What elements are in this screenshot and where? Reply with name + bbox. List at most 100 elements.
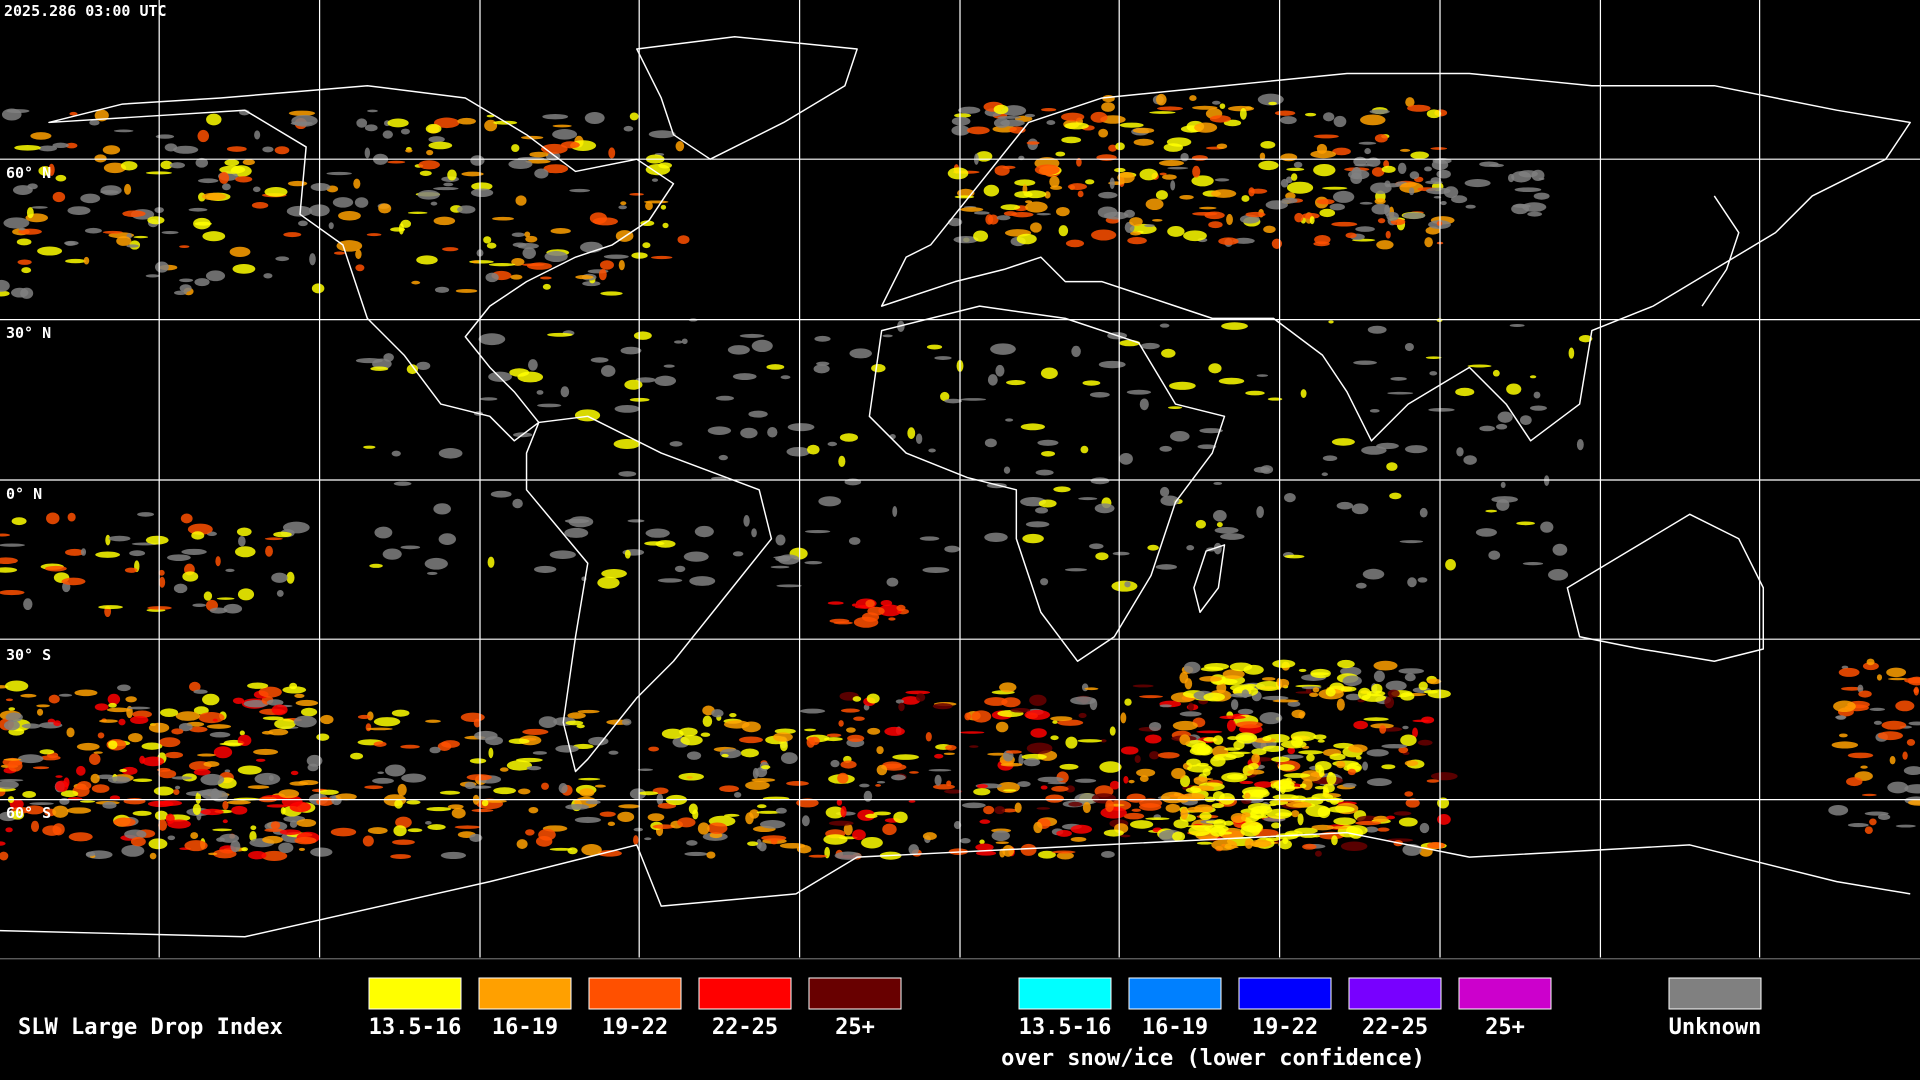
data-pixel-cluster: [779, 842, 806, 849]
data-pixel-cluster: [624, 549, 631, 559]
data-pixel-cluster: [469, 758, 487, 764]
data-pixel-cluster: [1398, 668, 1425, 674]
data-pixel-cluster: [333, 251, 346, 255]
data-pixel-cluster: [1105, 799, 1114, 813]
data-pixel-cluster: [1386, 183, 1401, 188]
data-pixel-cluster: [624, 379, 643, 390]
data-pixel-cluster: [1302, 843, 1317, 850]
data-pixel-cluster: [120, 161, 138, 171]
data-pixel-cluster: [996, 215, 1011, 221]
data-pixel-cluster: [1188, 702, 1194, 712]
data-pixel-cluster: [579, 788, 595, 797]
madagascar: [1193, 544, 1226, 613]
data-pixel-cluster: [1199, 812, 1212, 821]
data-pixel-cluster: [433, 186, 459, 191]
lat-label: 60° N: [6, 164, 51, 182]
lat-label: 30° N: [6, 324, 51, 342]
data-pixel-cluster: [1216, 143, 1228, 149]
data-pixel-cluster: [549, 847, 573, 851]
data-pixel-cluster: [1336, 698, 1345, 711]
data-pixel-cluster: [231, 805, 248, 815]
data-pixel-cluster: [1519, 415, 1532, 426]
data-pixel-cluster: [1272, 659, 1296, 668]
data-pixel-cluster: [1132, 684, 1154, 688]
data-pixel-cluster: [1187, 806, 1205, 813]
data-pixel-cluster: [490, 490, 512, 498]
data-pixel-cluster: [367, 827, 388, 835]
data-pixel-cluster: [837, 772, 849, 784]
data-pixel-cluster: [474, 730, 498, 741]
data-pixel-cluster: [1836, 715, 1846, 720]
data-pixel-cluster: [1370, 182, 1392, 194]
data-pixel-cluster: [145, 274, 160, 278]
data-pixel-cluster: [400, 219, 412, 228]
data-pixel-cluster: [286, 205, 313, 217]
data-pixel-cluster: [700, 732, 711, 737]
lat-label: 0° N: [6, 485, 42, 503]
data-pixel-cluster: [5, 698, 13, 702]
data-pixel-cluster: [1094, 503, 1115, 514]
data-pixel-cluster: [1044, 191, 1051, 199]
data-pixel-cluster: [97, 732, 105, 739]
data-pixel-cluster: [1218, 792, 1235, 805]
data-pixel-cluster: [1866, 658, 1875, 666]
data-pixel-cluster: [1189, 746, 1211, 756]
data-pixel-cluster: [195, 157, 209, 168]
data-pixel-cluster: [669, 441, 683, 447]
data-pixel-cluster: [1833, 700, 1856, 713]
data-pixel-cluster: [1373, 815, 1389, 823]
data-pixel-cluster: [1131, 808, 1142, 812]
data-pixel-cluster: [208, 852, 218, 856]
data-pixel-cluster: [1123, 775, 1129, 784]
data-pixel-cluster: [534, 565, 557, 573]
data-pixel-cluster: [24, 805, 45, 815]
data-pixel-cluster: [1157, 106, 1183, 111]
data-pixel-cluster: [1332, 190, 1355, 203]
data-pixel-cluster: [338, 210, 361, 221]
data-pixel-cluster: [193, 689, 208, 694]
data-pixel-cluster: [108, 535, 131, 542]
data-pixel-cluster: [517, 788, 531, 795]
data-pixel-cluster: [740, 748, 759, 758]
data-pixel-cluster: [759, 820, 786, 829]
data-pixel-cluster: [1402, 725, 1409, 730]
data-pixel-cluster: [747, 841, 759, 847]
data-pixel-cluster: [1117, 172, 1135, 184]
data-pixel-cluster: [1333, 115, 1347, 128]
data-pixel-cluster: [469, 833, 483, 842]
data-pixel-cluster: [623, 125, 634, 132]
data-pixel-cluster: [1376, 240, 1394, 250]
data-pixel-cluster: [975, 843, 994, 851]
data-pixel-cluster: [882, 334, 893, 338]
data-pixel-cluster: [22, 791, 37, 798]
data-pixel-cluster: [454, 825, 481, 829]
data-pixel-cluster: [999, 682, 1017, 693]
data-pixel-cluster: [1249, 188, 1268, 194]
data-pixel-cluster: [973, 211, 990, 215]
data-pixel-cluster: [235, 176, 253, 183]
data-pixel-cluster: [38, 145, 58, 152]
data-pixel-cluster: [569, 188, 591, 193]
data-pixel-cluster: [52, 805, 69, 818]
data-pixel-cluster: [984, 438, 997, 448]
data-pixel-cluster: [848, 537, 861, 545]
data-pixels: [0, 93, 1920, 861]
data-pixel-cluster: [861, 612, 880, 622]
data-pixel-cluster: [330, 827, 357, 837]
data-pixel-cluster: [1475, 528, 1497, 537]
data-pixel-cluster: [1316, 143, 1328, 154]
data-pixel-cluster: [442, 247, 459, 252]
data-pixel-cluster: [560, 141, 580, 149]
data-pixel-cluster: [549, 550, 576, 559]
data-pixel-cluster: [1506, 383, 1522, 395]
data-pixel-cluster: [618, 205, 627, 210]
data-pixel-cluster: [102, 230, 123, 234]
data-pixel-cluster: [515, 757, 543, 763]
data-pixel-cluster: [677, 817, 696, 828]
data-pixel-cluster: [1180, 152, 1189, 162]
data-pixel-cluster: [1212, 100, 1221, 105]
data-pixel-cluster: [219, 742, 244, 746]
data-pixel-cluster: [365, 723, 372, 732]
data-pixel-cluster: [1033, 821, 1043, 834]
data-pixel-cluster: [648, 746, 660, 752]
